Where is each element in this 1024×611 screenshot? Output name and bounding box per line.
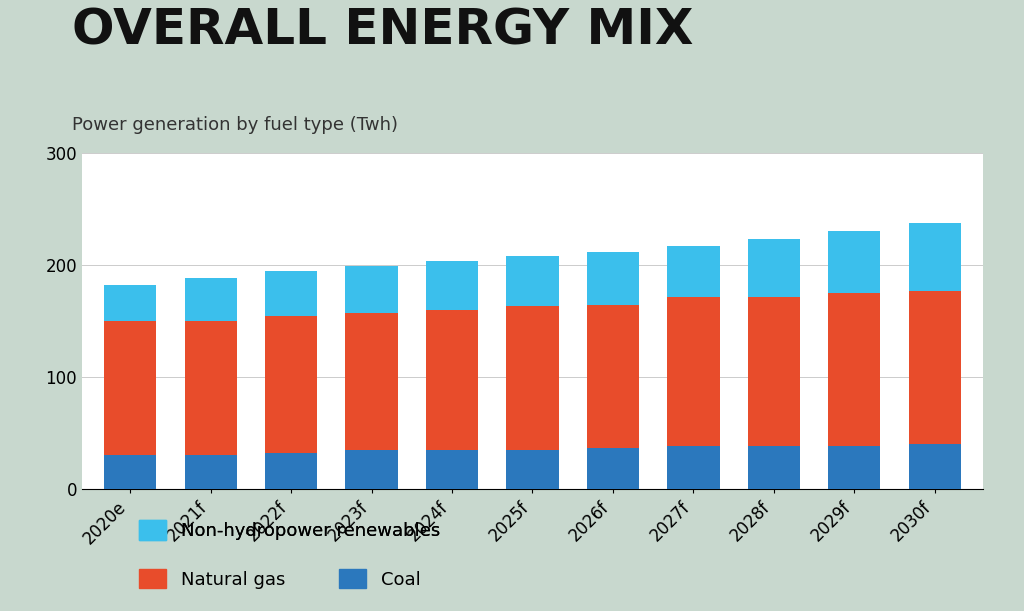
Bar: [587, 448, 639, 489]
Bar: [104, 321, 157, 455]
Bar: [265, 271, 317, 316]
Bar: [345, 313, 397, 450]
Bar: [104, 455, 157, 489]
Bar: [345, 450, 397, 489]
Bar: [506, 450, 559, 489]
Bar: [265, 453, 317, 489]
Legend: Non-hydropower renewables: Non-hydropower renewables: [132, 513, 447, 547]
Bar: [506, 306, 559, 450]
Bar: [587, 305, 639, 448]
Bar: [668, 246, 720, 297]
Text: OVERALL ENERGY MIX: OVERALL ENERGY MIX: [72, 6, 693, 54]
Bar: [668, 446, 720, 489]
Bar: [506, 256, 559, 306]
Bar: [908, 444, 961, 489]
Bar: [265, 316, 317, 453]
Bar: [104, 285, 157, 321]
Bar: [828, 293, 881, 446]
Bar: [426, 262, 478, 310]
Bar: [184, 455, 237, 489]
Bar: [426, 310, 478, 450]
Bar: [748, 239, 800, 297]
Bar: [828, 446, 881, 489]
Bar: [748, 446, 800, 489]
Bar: [908, 290, 961, 444]
Bar: [587, 252, 639, 305]
Bar: [426, 450, 478, 489]
Bar: [668, 297, 720, 446]
Bar: [828, 231, 881, 293]
Bar: [184, 321, 237, 455]
Legend: Natural gas, Coal: Natural gas, Coal: [132, 562, 428, 596]
Bar: [345, 266, 397, 313]
Bar: [908, 223, 961, 290]
Bar: [748, 297, 800, 446]
Text: Power generation by fuel type (Twh): Power generation by fuel type (Twh): [72, 116, 397, 134]
Bar: [184, 278, 237, 321]
